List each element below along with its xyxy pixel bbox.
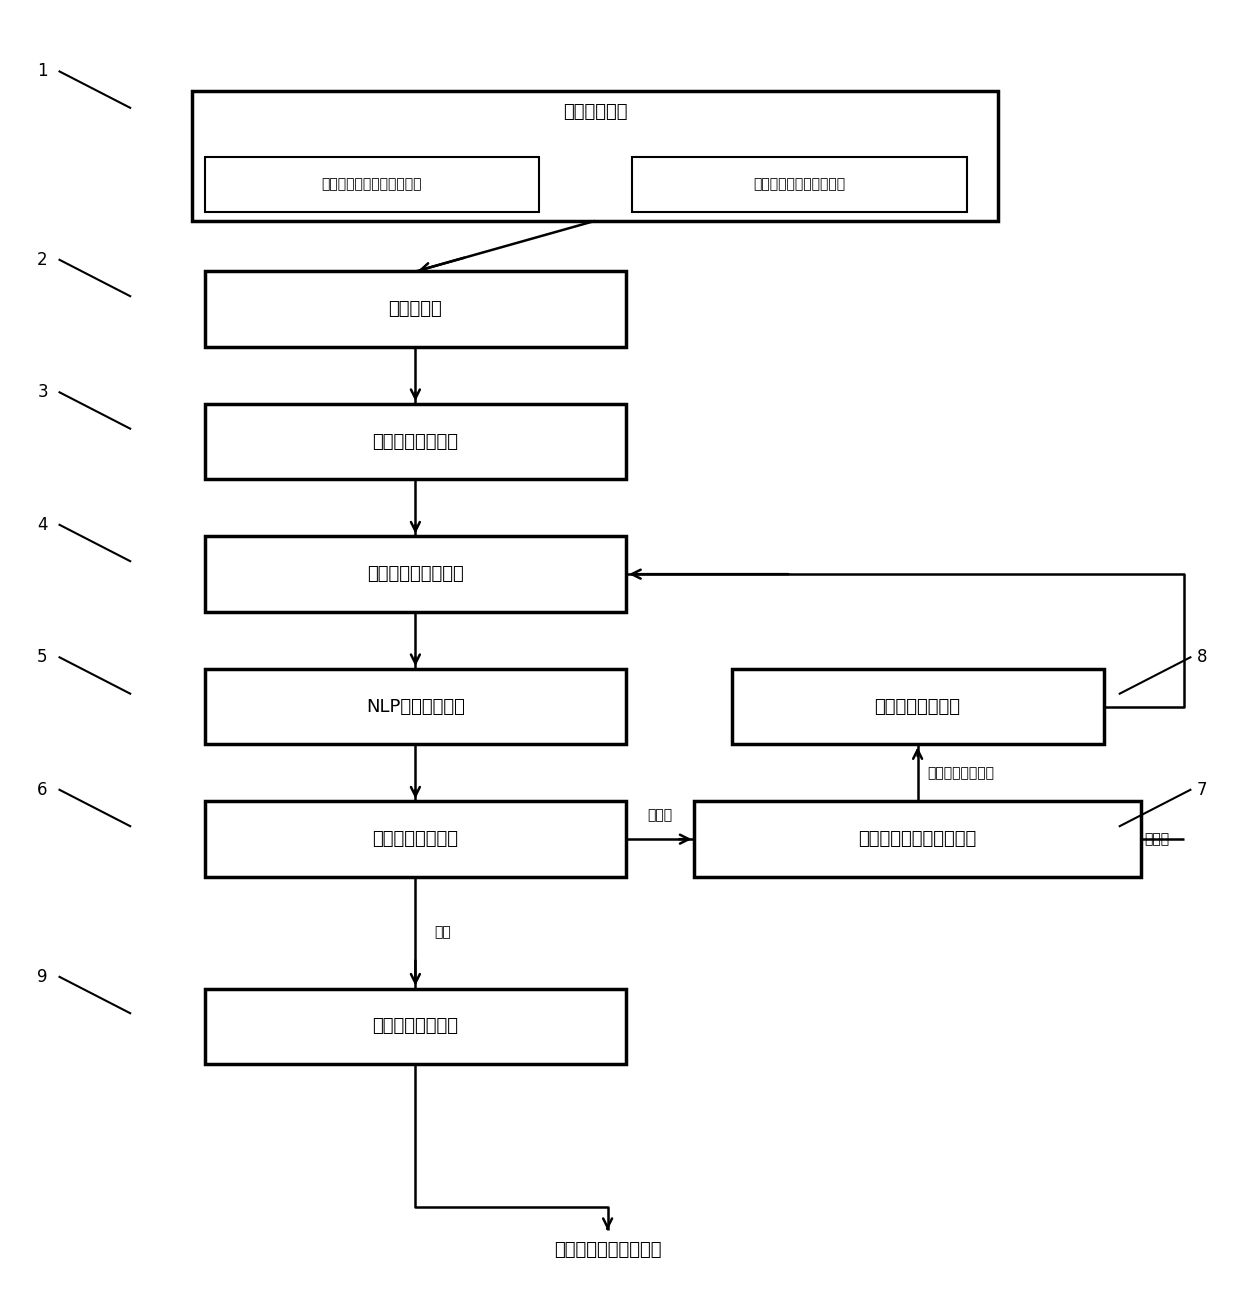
Text: 7: 7 [1197,781,1207,799]
Text: 未达到: 未达到 [1145,833,1169,846]
Text: 1: 1 [37,62,48,81]
Text: 2: 2 [37,251,48,269]
Text: 3: 3 [37,383,48,401]
Text: 终止: 终止 [434,926,451,939]
Text: 终止条件判断模块: 终止条件判断模块 [372,830,459,848]
Text: 信息采集模块: 信息采集模块 [563,103,627,121]
Bar [732,669,1104,744]
Text: 约束条件处理模块: 约束条件处理模块 [372,433,459,451]
Text: 控制指令输出模块: 控制指令输出模块 [372,1017,459,1035]
Bar [205,271,626,347]
Bar [205,404,626,479]
Bar [205,989,626,1064]
Text: 控制向量参数化模块: 控制向量参数化模块 [367,565,464,583]
Text: 流量控制阀门开度指令: 流量控制阀门开度指令 [554,1241,661,1259]
Text: 8: 8 [1197,648,1207,666]
Text: NLP问题求解模块: NLP问题求解模块 [366,698,465,716]
Bar [205,157,539,212]
Bar [205,801,626,877]
Bar [205,669,626,744]
Text: 4: 4 [37,516,47,534]
Text: 初始化模块: 初始化模块 [388,300,443,318]
Bar [205,536,626,612]
Text: 时间尺度转换模块: 时间尺度转换模块 [874,698,961,716]
Text: 达到最大迭代次数: 达到最大迭代次数 [928,766,994,779]
Text: 9: 9 [37,968,47,986]
Text: 未终止: 未终止 [647,808,673,822]
Text: 6: 6 [37,781,47,799]
Text: 5: 5 [37,648,47,666]
Text: 自适应控制节点分配模块: 自适应控制节点分配模块 [858,830,977,848]
Text: 冷却剂流速控制要求模块: 冷却剂流速控制要求模块 [754,178,846,191]
Bar [632,157,967,212]
Bar [694,801,1141,877]
Text: 生产过程持续时间采集模块: 生产过程持续时间采集模块 [321,178,423,191]
Bar [192,91,998,221]
